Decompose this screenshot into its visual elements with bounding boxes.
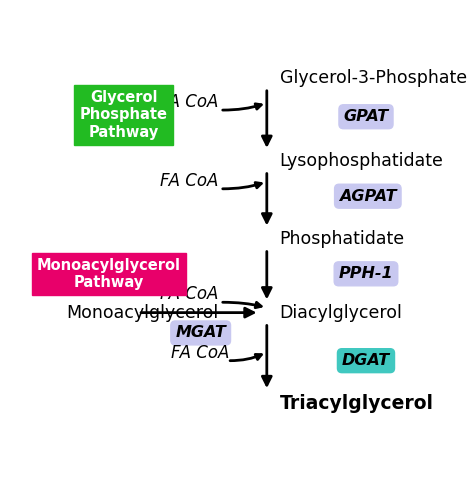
Text: AGPAT: AGPAT	[339, 189, 397, 204]
Text: Phosphatidate: Phosphatidate	[280, 230, 405, 248]
Text: Monoacylglycerol
Pathway: Monoacylglycerol Pathway	[37, 258, 181, 290]
Text: FA CoA: FA CoA	[161, 285, 219, 303]
FancyArrowPatch shape	[223, 104, 261, 110]
Text: Glycerol
Phosphate
Pathway: Glycerol Phosphate Pathway	[80, 90, 167, 140]
FancyArrowPatch shape	[223, 182, 261, 189]
Text: FA CoA: FA CoA	[172, 344, 230, 362]
Text: Glycerol-3-Phosphate: Glycerol-3-Phosphate	[280, 69, 467, 87]
Text: DGAT: DGAT	[342, 353, 390, 368]
Text: FA CoA: FA CoA	[161, 93, 219, 111]
Text: Lysophosphatidate: Lysophosphatidate	[280, 152, 444, 170]
FancyArrowPatch shape	[223, 302, 261, 308]
Text: PPH-1: PPH-1	[339, 266, 393, 281]
Text: FA CoA: FA CoA	[161, 172, 219, 191]
Text: Monoacylglycerol: Monoacylglycerol	[66, 304, 219, 322]
Text: Diacylglycerol: Diacylglycerol	[280, 304, 402, 322]
FancyArrowPatch shape	[230, 354, 262, 360]
Text: GPAT: GPAT	[344, 109, 389, 124]
Text: MGAT: MGAT	[175, 325, 226, 340]
Text: Triacylglycerol: Triacylglycerol	[280, 394, 434, 413]
